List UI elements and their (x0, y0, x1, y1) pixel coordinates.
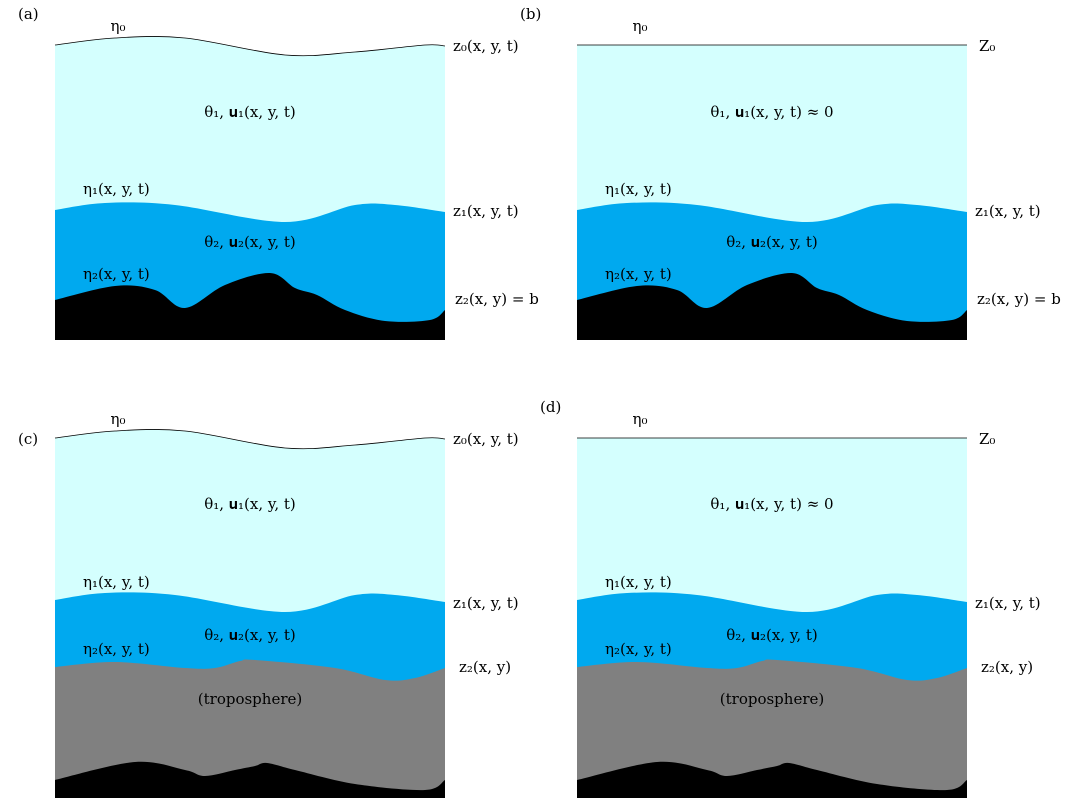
surface-label: η₀ (111, 17, 126, 35)
surface-name: z₀(x, y, t) (453, 37, 519, 55)
lower-layer-label: θ₂, 𝐮₂(x, y, t) (726, 626, 818, 644)
interface-name: z₁(x, y, t) (453, 202, 519, 220)
interface-name: z₁(x, y, t) (453, 594, 519, 612)
surface-name: Z₀ (979, 430, 995, 448)
interface-label: η₂(x, y, t) (605, 265, 672, 283)
panel-label: (b) (520, 5, 541, 23)
panel-label: (c) (18, 430, 38, 448)
interface-name: z₂(x, y) (459, 658, 511, 676)
interface-label: η₁(x, y, t) (83, 180, 150, 198)
interface-label: η₁(x, y, t) (605, 573, 672, 591)
lower-layer-label: θ₂, 𝐮₂(x, y, t) (204, 626, 296, 644)
troposphere-label: (troposphere) (720, 690, 824, 708)
troposphere-label: (troposphere) (198, 690, 302, 708)
surface-name: z₀(x, y, t) (453, 430, 519, 448)
upper-layer-label: θ₁, 𝐮₁(x, y, t) (204, 495, 296, 513)
upper-layer-label: θ₁, 𝐮₁(x, y, t) ≈ 0 (710, 103, 833, 121)
lower-layer-label: θ₂, 𝐮₂(x, y, t) (726, 233, 818, 251)
diagram: (a) η₀ z₀(x, y, t) θ₁, 𝐮₁(x, y, t) η₁(x, y, … (0, 0, 1068, 800)
interface-label: η₁(x, y, t) (605, 180, 672, 198)
upper-layer-label: θ₁, 𝐮₁(x, y, t) ≈ 0 (710, 495, 833, 513)
lower-layer-label: θ₂, 𝐮₂(x, y, t) (204, 233, 296, 251)
panel-label: (a) (18, 5, 39, 23)
interface-name: z₂(x, y) = b (455, 290, 539, 308)
interface-label: η₁(x, y, t) (83, 573, 150, 591)
surface-name: Z₀ (979, 37, 995, 55)
surface-label: η₀ (633, 17, 648, 35)
interface-name: z₁(x, y, t) (975, 202, 1041, 220)
interface-label: η₂(x, y, t) (605, 640, 672, 658)
surface-label: η₀ (111, 410, 126, 428)
upper-layer-label: θ₁, 𝐮₁(x, y, t) (204, 103, 296, 121)
panel-label: (d) (540, 398, 561, 416)
interface-name: z₁(x, y, t) (975, 594, 1041, 612)
surface-label: η₀ (633, 410, 648, 428)
interface-label: η₂(x, y, t) (83, 640, 150, 658)
interface-label: η₂(x, y, t) (83, 265, 150, 283)
interface-name: z₂(x, y) (981, 658, 1033, 676)
interface-name: z₂(x, y) = b (977, 290, 1061, 308)
